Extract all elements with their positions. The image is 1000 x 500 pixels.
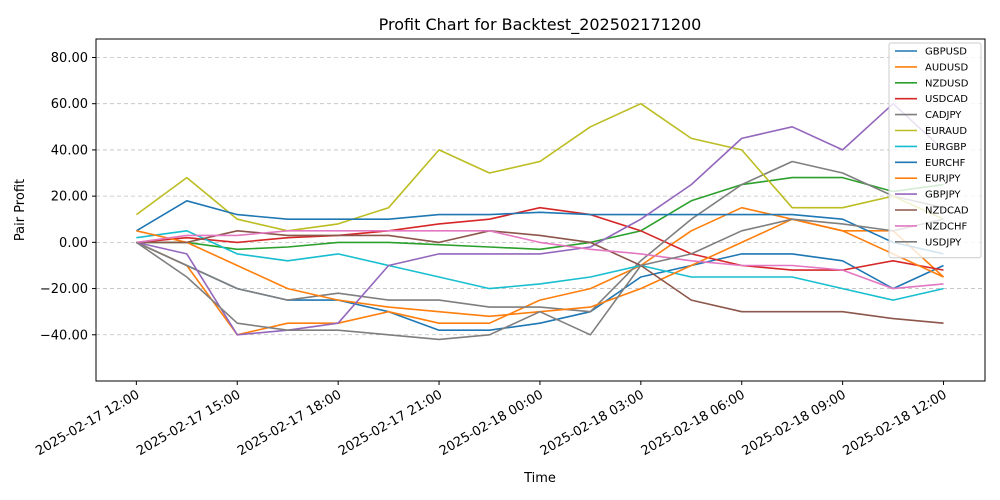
x-tick-label: 2025-02-18 03:00 [538,387,647,459]
legend-label: NZDCHF [925,221,968,232]
series-line-gbpusd [136,241,944,332]
x-tick-label: 2025-02-18 09:00 [740,387,849,459]
series-line-eurgbp [136,230,944,301]
series-line-euraud [135,102,944,232]
legend-label: GBPUSD [925,47,967,58]
legend-label: NZDUSD [925,78,969,89]
y-tick-label: 20.00 [51,190,88,205]
legend-box [888,42,982,259]
x-tick-label: 2025-02-18 06:00 [639,387,748,459]
y-tick-label: −20.00 [40,282,88,297]
series-line-usdcad [136,206,944,271]
y-tick-label: 40.00 [51,143,88,158]
y-tick-label: 0.00 [59,236,88,251]
x-tick-label: 2025-02-17 15:00 [134,387,243,459]
legend-label: EURAUD [925,126,967,137]
legend-label: AUDUSD [925,62,969,73]
y-tick-label: −40.00 [40,328,88,343]
legend-label: GBPJPY [925,190,961,201]
x-tick-label: 2025-02-18 00:00 [437,387,546,459]
series-line-nzdchf [136,230,944,290]
series-line-usdjpy [135,218,944,341]
y-axis-ticks: −40.00 −20.00 0.00 20.00 40.00 60.00 80.00 [40,51,96,343]
y-gridlines [96,57,985,336]
x-tick-label: 2025-02-18 12:00 [841,387,950,459]
legend-label: CADJPY [925,110,962,121]
x-tick-label: 2025-02-17 21:00 [336,387,445,459]
legend-label: EURGBP [925,142,966,153]
chart-title: Profit Chart for Backtest_202502171200 [379,15,702,35]
legend-label: USDCAD [925,94,968,105]
series-line-eurchf [135,200,944,255]
series-line-gbpjpy [136,102,945,336]
x-tick-label: 2025-02-17 18:00 [235,387,344,459]
series-lines [135,102,945,341]
legend-label: EURJPY [925,174,961,185]
legend-label: USDJPY [925,237,962,248]
legend: GBPUSD AUDUSD NZDUSD USDCAD CADJPY EURAUD EURG… [888,42,982,259]
legend-label: NZDCAD [925,206,969,217]
series-line-nzdcad [136,230,944,324]
series-line-nzdusd [136,176,944,251]
x-axis-label: Time [523,471,556,486]
series-line-cadjpy [136,160,944,313]
plot-frame [95,38,986,382]
y-tick-label: 80.00 [51,51,88,66]
y-tick-label: 60.00 [51,97,88,112]
legend-label: EURCHF [925,158,966,169]
y-axis-label: Pair Profit [13,179,28,241]
x-tick-label: 2025-02-17 12:00 [33,387,142,459]
